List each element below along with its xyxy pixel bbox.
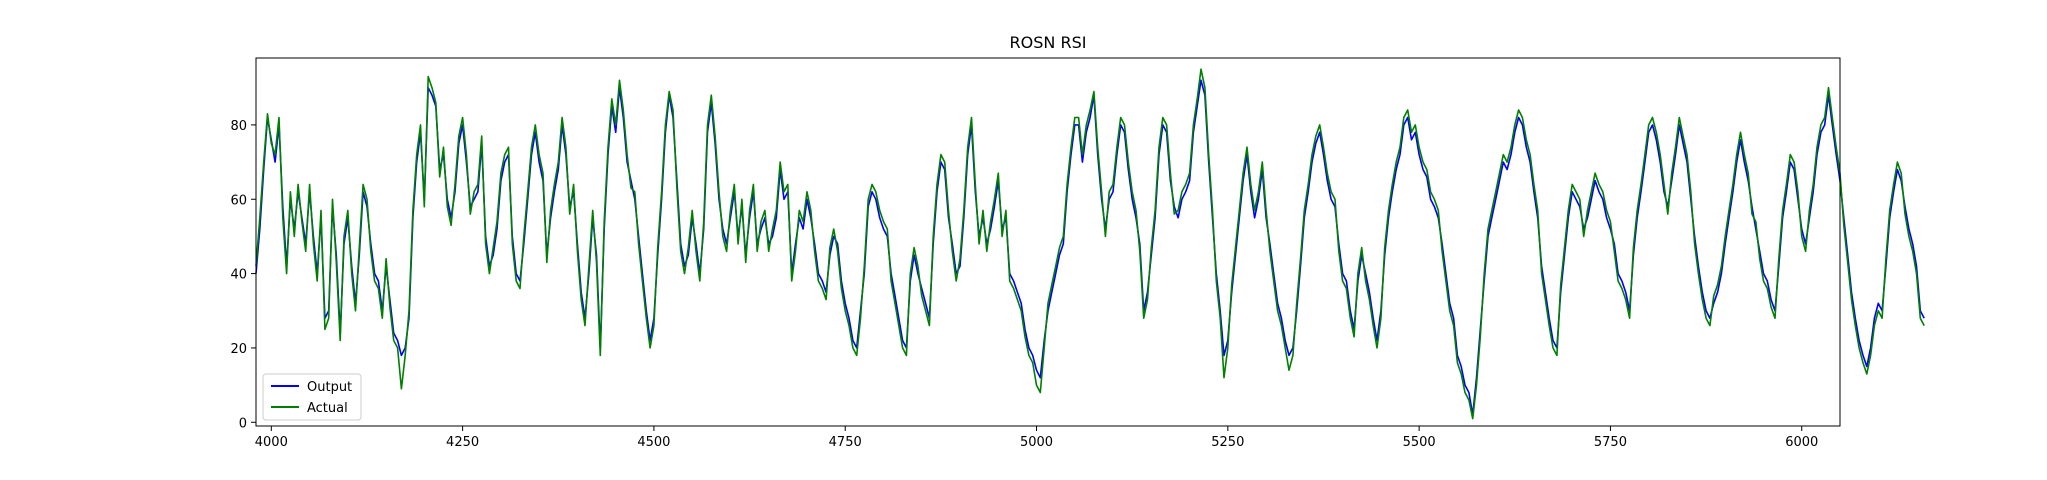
y-tick-label: 40 (230, 268, 247, 283)
x-tick-label: 4500 (637, 435, 670, 450)
series-line-output (255, 79, 1925, 416)
x-tick-label: 4250 (446, 435, 479, 450)
x-tick-label: 4750 (829, 435, 862, 450)
x-tick-label: 5250 (1211, 435, 1244, 450)
x-tick-label: 5000 (1020, 435, 1053, 450)
plot-area (255, 57, 1925, 427)
chart-title: ROSN RSI (1010, 33, 1087, 52)
x-tick-label: 6000 (1785, 435, 1818, 450)
y-axis: 0 20 40 60 80 (230, 119, 256, 431)
x-tick-label: 4000 (255, 435, 288, 450)
x-tick-label: 5750 (1594, 435, 1627, 450)
legend-label-output: Output (307, 380, 352, 395)
series-line-actual (255, 68, 1925, 420)
series-lines (255, 68, 1925, 420)
plot-frame (255, 57, 1841, 427)
x-axis: 4000 4250 4500 4750 5000 5250 5500 5750 6000 (255, 426, 1818, 450)
x-tick-label: 5500 (1403, 435, 1436, 450)
legend: Output Actual (262, 373, 362, 421)
plot-background (256, 58, 1840, 426)
y-tick-label: 60 (230, 193, 247, 208)
legend-label-actual: Actual (307, 401, 348, 416)
y-tick-label: 20 (230, 342, 247, 357)
y-tick-label: 0 (239, 416, 247, 431)
y-tick-label: 80 (230, 119, 247, 134)
